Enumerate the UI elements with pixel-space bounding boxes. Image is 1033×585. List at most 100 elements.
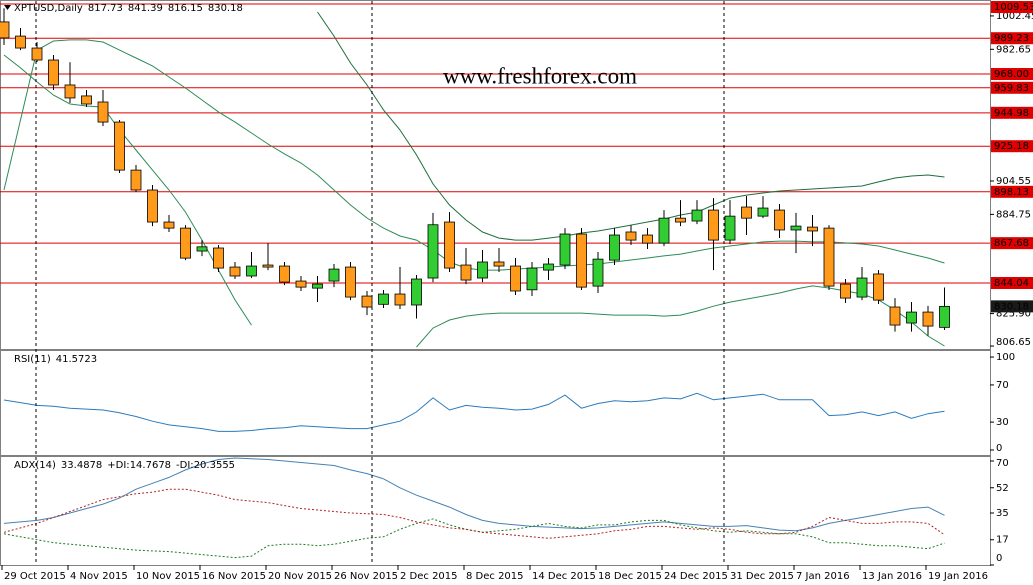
last-close: 830.18 [208, 3, 243, 14]
indicator-line [3, 54, 945, 348]
candle-body [609, 234, 620, 261]
indicator-name: ADX(14) [14, 460, 56, 471]
candle-body [856, 277, 868, 298]
candle-body [477, 261, 488, 279]
candle-body [724, 215, 736, 241]
candle-body [312, 283, 323, 289]
candle-body [691, 209, 703, 222]
x-tick-label: 18 Dec 2015 [598, 571, 662, 582]
candle-body [823, 227, 835, 287]
indicator-value: 14.7678 [130, 460, 171, 471]
candle-body [873, 273, 884, 301]
level-label-bg [991, 277, 1033, 290]
level-label: 968.00 [994, 69, 1029, 80]
level-label-bg [991, 185, 1033, 198]
candle-body [114, 121, 125, 171]
y-tick-label: 0 [996, 443, 1002, 454]
watermark: www.freshforex.com [443, 63, 637, 88]
candle-body [460, 264, 472, 281]
candle-body [48, 59, 59, 86]
candle-body [493, 261, 505, 267]
indicator-name: +DI: [107, 460, 129, 471]
candle-body [592, 258, 604, 287]
candle-body [328, 268, 340, 282]
candle-body [64, 84, 76, 99]
symbol-marker [4, 5, 11, 10]
candle-body [510, 265, 521, 292]
indicator-line [3, 39, 945, 271]
candle-body [163, 221, 175, 229]
candle-body [213, 247, 224, 269]
indicator-line [3, 392, 945, 432]
last-low: 816.15 [168, 3, 203, 14]
x-tick-label: 14 Dec 2015 [532, 571, 596, 582]
candle-body [279, 265, 290, 283]
price-label: 830.18 [994, 301, 1029, 312]
candle-body [790, 225, 802, 231]
x-tick-label: 4 Nov 2015 [70, 571, 128, 582]
indicator-value: 20.3555 [194, 460, 235, 471]
candle-body [922, 311, 934, 327]
candle-body [196, 246, 208, 252]
candle-body [559, 233, 571, 266]
candle-body [675, 217, 686, 223]
level-label: 925.18 [994, 141, 1029, 152]
candle-body [889, 306, 901, 326]
candle-body [130, 169, 142, 191]
x-tick-label: 29 Oct 2015 [4, 571, 66, 582]
rsi-panel [0, 350, 991, 456]
candle-body [0, 21, 10, 39]
level-label-bg [991, 68, 1033, 81]
level-label: 898.13 [994, 187, 1029, 198]
candle-body [543, 263, 554, 271]
candle-body [642, 234, 653, 244]
candle-body [526, 267, 538, 291]
x-tick-label: 26 Nov 2015 [334, 571, 398, 582]
y-tick-label: 52 [996, 483, 1009, 494]
indicator-value: 33.4878 [61, 460, 102, 471]
candle-body [444, 221, 455, 269]
level-label-bg [991, 81, 1033, 94]
y-tick-label: 884.75 [996, 209, 1031, 220]
level-label-bg [991, 1, 1033, 13]
candle-body [180, 227, 191, 259]
candle-body [427, 224, 439, 279]
chart-title: XPTUSD,Daily [14, 3, 83, 14]
candle-body [774, 209, 785, 231]
price-label-bg [991, 300, 1033, 313]
candle-body [939, 305, 950, 328]
candle-body [97, 101, 109, 123]
level-label: 944.98 [994, 108, 1029, 119]
y-tick-label: 30 [996, 417, 1009, 428]
candle-body [246, 265, 257, 277]
candle-body [757, 207, 769, 217]
indicator-line [3, 488, 945, 539]
y-tick-label: 825.90 [996, 309, 1031, 320]
level-label-bg [991, 140, 1033, 153]
candle-body [708, 209, 719, 241]
y-tick-label: 982.65 [996, 44, 1031, 55]
y-tick-label: 0 [996, 553, 1002, 564]
candle-body [807, 226, 818, 232]
x-tick-label: 24 Dec 2015 [664, 571, 728, 582]
y-tick-label: 904.55 [996, 176, 1031, 187]
y-tick-label: 100 [996, 352, 1015, 363]
y-tick-label: 806.65 [996, 337, 1031, 348]
x-tick-label: 16 Nov 2015 [202, 571, 266, 582]
x-tick-label: 19 Jan 2016 [928, 571, 988, 582]
candle-body [378, 293, 389, 305]
level-label: 989.23 [994, 33, 1029, 44]
candle-body [906, 311, 917, 324]
candle-body [411, 278, 422, 306]
candle-body [31, 47, 43, 61]
candle-body [361, 295, 373, 308]
x-tick-label: 8 Dec 2015 [466, 571, 524, 582]
candle-body [262, 264, 274, 268]
indicator-name: -DI: [176, 460, 194, 471]
y-tick-label: 70 [996, 458, 1009, 469]
adx-panel [0, 456, 991, 566]
candle-body [15, 35, 26, 49]
